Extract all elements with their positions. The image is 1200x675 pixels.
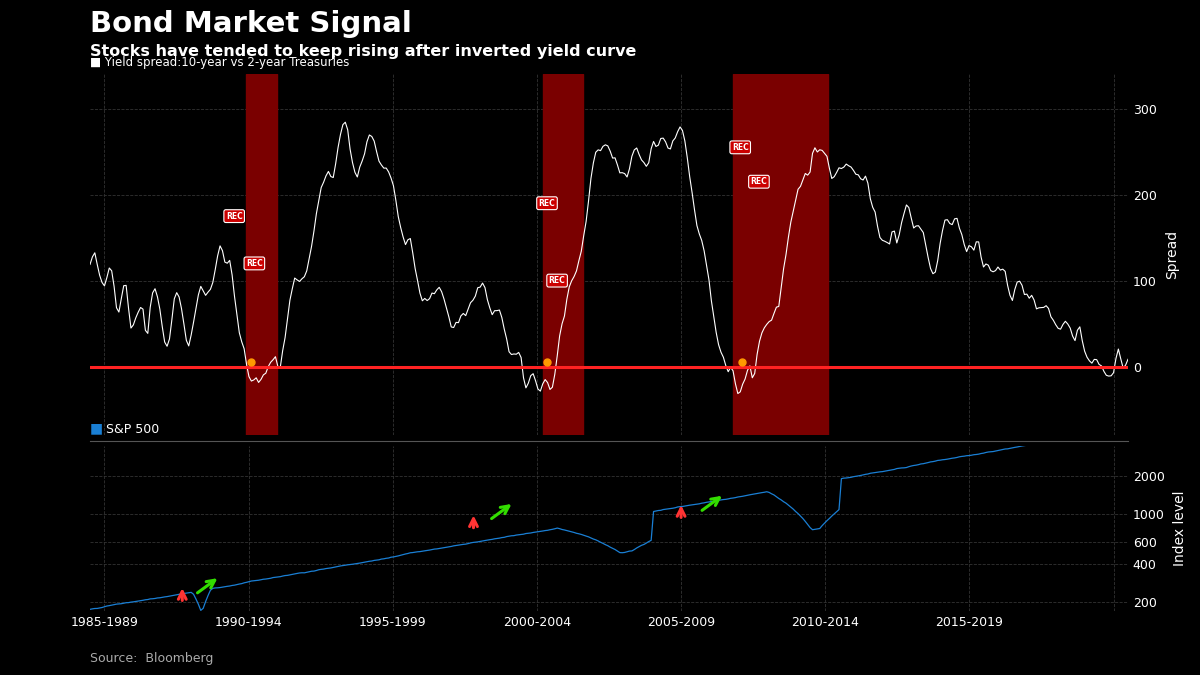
Text: REC: REC: [750, 178, 767, 186]
Bar: [246, 74, 277, 435]
Text: REC: REC: [539, 198, 556, 208]
Bar: [733, 74, 828, 435]
Text: REC: REC: [548, 276, 565, 285]
Y-axis label: Index level: Index level: [1174, 491, 1187, 566]
Text: S&P 500: S&P 500: [102, 423, 160, 435]
Text: REC: REC: [246, 259, 263, 268]
Text: Stocks have tended to keep rising after inverted yield curve: Stocks have tended to keep rising after …: [90, 44, 636, 59]
Text: ■: ■: [90, 422, 103, 435]
Text: Bond Market Signal: Bond Market Signal: [90, 10, 412, 38]
Text: ■ Yield spread:10-year vs 2-year Treasuries: ■ Yield spread:10-year vs 2-year Treasur…: [90, 56, 349, 69]
Y-axis label: Spread: Spread: [1165, 230, 1180, 279]
Text: Source:  Bloomberg: Source: Bloomberg: [90, 652, 214, 665]
Text: REC: REC: [226, 212, 242, 221]
Bar: [542, 74, 583, 435]
Text: REC: REC: [732, 143, 749, 152]
